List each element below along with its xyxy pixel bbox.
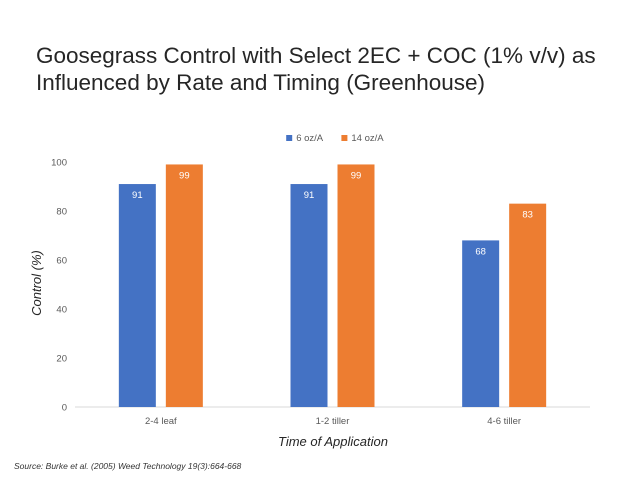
source-note: Source: Burke et al. (2005) Weed Technol… <box>14 461 242 471</box>
data-label: 83 <box>522 210 533 221</box>
legend-swatch <box>286 135 293 141</box>
bar-series1 <box>290 184 328 407</box>
legend-swatch <box>341 135 348 141</box>
data-label: 68 <box>475 246 486 257</box>
x-tick-label: 2-4 leaf <box>145 416 177 427</box>
y-tick-label: 40 <box>56 305 67 316</box>
y-tick-label: 60 <box>56 256 67 267</box>
legend-label: 6 oz/A <box>296 133 324 144</box>
bar-series1 <box>462 240 500 407</box>
data-label: 99 <box>179 170 190 181</box>
data-label: 91 <box>304 190 315 201</box>
bar-series1 <box>118 184 156 407</box>
x-tick-label: 1-2 tiller <box>316 416 350 427</box>
chart-title-line-1: Goosegrass Control with Select 2EC + COC… <box>36 43 596 68</box>
data-label: 91 <box>132 190 143 201</box>
chart-title-line-2: Influenced by Rate and Timing (Greenhous… <box>36 70 486 95</box>
y-tick-label: 80 <box>56 207 67 218</box>
x-axis-label: Time of Application <box>278 434 388 449</box>
x-tick-label: 4-6 tiller <box>487 416 521 427</box>
y-axis: 0 20 40 60 80 100 <box>51 158 67 414</box>
bar-series2 <box>165 164 203 407</box>
y-tick-label: 0 <box>62 403 67 414</box>
y-tick-label: 20 <box>56 354 67 365</box>
bars: 91 99 91 99 68 83 <box>118 164 547 407</box>
legend: 6 oz/A 14 oz/A <box>286 133 384 144</box>
data-label: 99 <box>351 170 362 181</box>
legend-label: 14 oz/A <box>351 133 384 144</box>
y-axis-label: Control (%) <box>29 250 44 316</box>
bar-series2 <box>337 164 375 407</box>
chart-title: Goosegrass Control with Select 2EC + COC… <box>36 42 626 96</box>
x-axis: 2-4 leaf 1-2 tiller 4-6 tiller <box>145 416 521 427</box>
bar-series2 <box>509 203 547 407</box>
y-tick-label: 100 <box>51 158 67 169</box>
